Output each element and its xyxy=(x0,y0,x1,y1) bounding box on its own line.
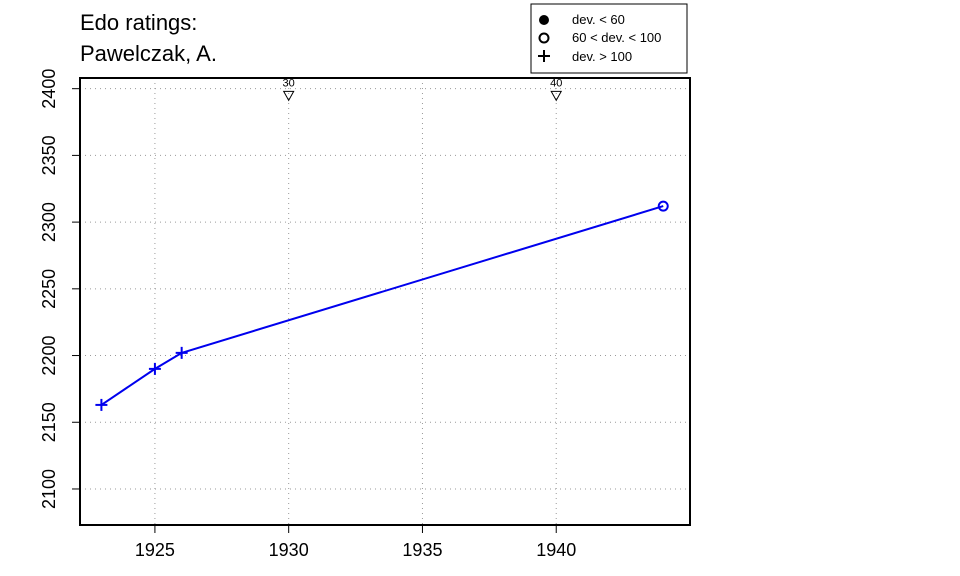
data-point-open-circle xyxy=(657,200,669,212)
axes: 1925 1930 1935 1940 2100 2150 2200 2250 2300 2350… xyxy=(39,69,691,560)
age-marker-label: 30 xyxy=(283,77,295,89)
y-tick-label: 2350 xyxy=(39,135,59,175)
y-tick-label: 2400 xyxy=(39,69,59,109)
x-tick-label: 1940 xyxy=(536,540,576,560)
legend-label-dev-60-100: 60 < dev. < 100 xyxy=(572,30,661,45)
data-point-plus xyxy=(175,346,188,359)
age-markers: 30 40 xyxy=(282,77,563,102)
legend-open-circle-icon xyxy=(538,32,550,44)
legend-label-dev-under-60: dev. < 60 xyxy=(572,12,625,27)
legend-box xyxy=(530,3,688,74)
age-marker-triangle xyxy=(282,90,295,102)
legend-label-dev-over-100: dev. > 100 xyxy=(572,49,632,64)
series-line xyxy=(100,205,664,406)
data-point-plus xyxy=(148,362,161,375)
legend-plus-icon xyxy=(538,50,550,62)
plot-frame xyxy=(79,77,691,526)
y-tick-label: 2100 xyxy=(39,469,59,509)
chart-title-line2: Pawelczak, A. xyxy=(80,41,217,66)
x-tick-label: 1925 xyxy=(135,540,175,560)
age-marker-label: 40 xyxy=(550,77,562,89)
y-tick-label: 2300 xyxy=(39,202,59,242)
data-point-plus xyxy=(95,398,108,411)
grid xyxy=(80,78,690,525)
series xyxy=(95,200,669,411)
chart-title-line1: Edo ratings: xyxy=(80,10,197,35)
x-tick-label: 1930 xyxy=(269,540,309,560)
y-tick-label: 2150 xyxy=(39,402,59,442)
age-marker-triangle xyxy=(550,90,563,102)
legend: dev. < 60 60 < dev. < 100 dev. > 100 xyxy=(530,3,688,74)
x-tick-label: 1935 xyxy=(402,540,442,560)
y-tick-label: 2250 xyxy=(39,269,59,309)
y-tick-label: 2200 xyxy=(39,336,59,376)
legend-filled-circle-icon xyxy=(539,15,549,25)
